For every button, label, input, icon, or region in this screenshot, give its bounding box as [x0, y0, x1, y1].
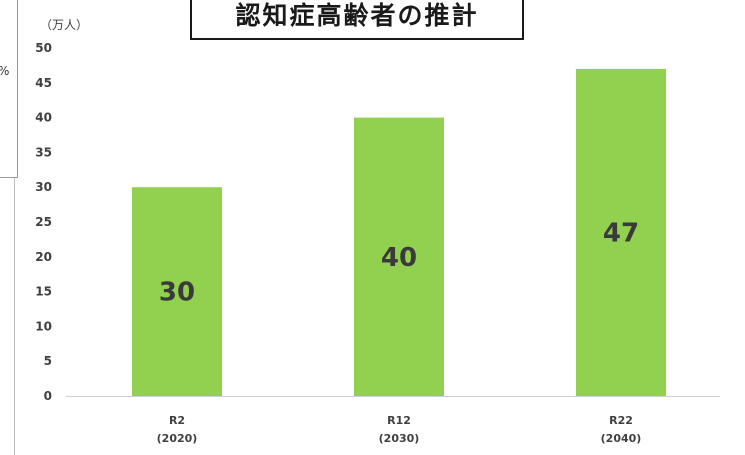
data-labels: 30 40 47: [159, 218, 639, 307]
x-tick-year: (2040): [601, 432, 642, 445]
y-tick-label: 10: [35, 319, 52, 333]
x-tick-label: R22: [609, 414, 633, 427]
y-tick-label: 0: [44, 389, 52, 403]
y-axis-unit: （万人）: [40, 18, 89, 32]
y-tick-label: 35: [35, 145, 52, 159]
chart-title-box: 認知症高齢者の推計: [190, 0, 524, 40]
y-tick-label: 20: [35, 250, 52, 264]
neighbor-box-fragment: %: [0, 0, 18, 178]
bar-r22: [576, 68, 666, 396]
y-tick-label: 25: [35, 215, 52, 229]
x-tick-label: R2: [169, 414, 185, 427]
y-tick-label: 15: [35, 285, 52, 299]
data-label: 47: [603, 218, 639, 248]
y-tick-label: 5: [44, 354, 52, 368]
data-label: 40: [381, 243, 417, 273]
x-tick-year: (2030): [379, 432, 420, 445]
y-tick-label: 40: [35, 111, 52, 125]
page-divider: [14, 178, 15, 455]
x-axis-ticks: R2 (2020) R12 (2030) R22 (2040): [157, 414, 642, 445]
x-tick-label: R12: [387, 414, 411, 427]
y-tick-label: 30: [35, 180, 52, 194]
bar-r12: [354, 117, 444, 396]
neighbor-box-mark: %: [0, 64, 9, 78]
chart-title: 認知症高齢者の推計: [235, 1, 479, 30]
y-tick-label: 45: [35, 76, 52, 90]
bars: [132, 68, 666, 396]
data-label: 30: [159, 278, 195, 308]
y-tick-label: 50: [35, 41, 52, 55]
x-tick-year: (2020): [157, 432, 198, 445]
bar-r2: [132, 187, 222, 396]
y-axis-ticks: 0 5 10 15 20 25 30 35 40 45 50: [35, 41, 52, 403]
